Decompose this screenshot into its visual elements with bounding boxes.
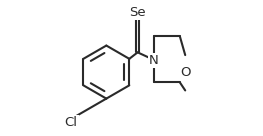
Text: O: O [181,66,191,79]
Text: N: N [149,54,159,67]
Text: Cl: Cl [64,116,78,129]
Text: Se: Se [129,6,146,19]
